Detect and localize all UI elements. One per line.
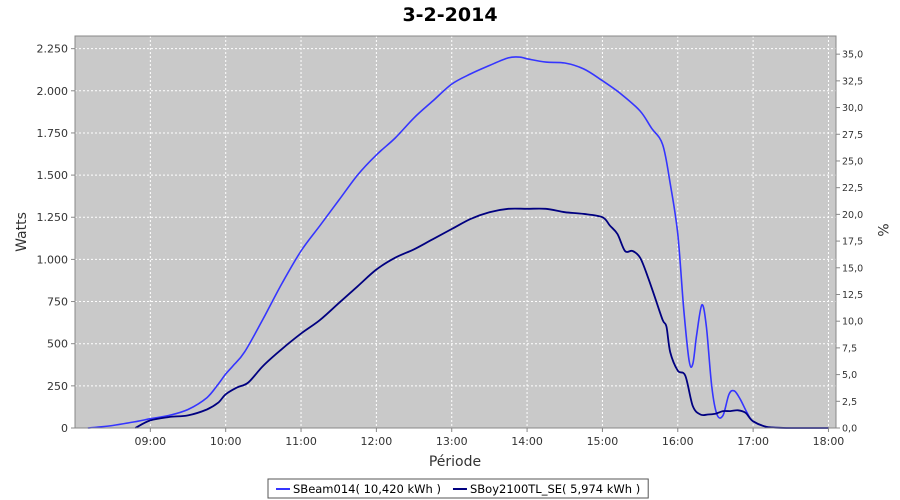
x-tick-label: 16:00: [662, 435, 694, 448]
x-tick-label: 13:00: [436, 435, 468, 448]
plot-area: [75, 36, 836, 428]
series-line-1: [87, 56, 829, 429]
x-tick-label: 12:00: [361, 435, 393, 448]
x-tick-label: 18:00: [813, 435, 845, 448]
plot-border: [74, 35, 837, 429]
y2-tick-label: 22,5: [842, 183, 863, 194]
y2-tick-label: 20,0: [842, 210, 863, 221]
y-tick-label: 250: [47, 380, 68, 393]
x-tick-label: 17:00: [737, 435, 769, 448]
x-tick-label: 15:00: [587, 435, 619, 448]
legend-label-1: SBeam014( 10,420 kWh ): [293, 482, 441, 496]
y-tick-label: 0: [61, 422, 68, 435]
y-tick-label: 1.000: [37, 253, 69, 266]
y-tick-label: 500: [47, 338, 68, 351]
y-tick-label: 1.750: [37, 127, 69, 140]
y2-tick-label: 32,5: [842, 76, 863, 87]
legend-label-2: SBoy2100TL_SE( 5,974 kWh ): [470, 482, 640, 496]
x-axis-label: Période: [429, 454, 481, 470]
y2-tick-label: 12,5: [842, 290, 863, 301]
y2-axis: 0,0 2,5 5,0 7,5 10,0 12,5 15,0 17,5 20,0 22,5 25,0…: [836, 50, 863, 435]
x-tick-label: 10:00: [210, 435, 242, 448]
x-axis: 09:00 10:00 11:00 12:00 13:00 14:00 15:00 16:00…: [134, 428, 844, 448]
y-tick-label: 1.250: [37, 211, 69, 224]
y2-tick-label: 17,5: [842, 237, 863, 248]
y-tick-label: 2.000: [37, 85, 69, 98]
series-layer: [87, 56, 829, 429]
series-line-2: [134, 207, 829, 429]
y2-tick-label: 7,5: [842, 343, 857, 354]
x-tick-label: 09:00: [134, 435, 166, 448]
y-tick-label: 2.250: [37, 43, 69, 56]
y2-tick-label: 35,0: [842, 50, 863, 61]
y2-tick-label: 10,0: [842, 317, 863, 328]
y2-tick-label: 0,0: [842, 424, 857, 435]
legend: SBeam014( 10,420 kWh ) SBoy2100TL_SE( 5,9…: [267, 478, 649, 499]
y2-tick-label: 25,0: [842, 156, 863, 167]
y-tick-label: 750: [47, 296, 68, 309]
y2-tick-label: 30,0: [842, 103, 863, 114]
y2-tick-label: 2,5: [842, 397, 857, 408]
x-tick-label: 14:00: [511, 435, 543, 448]
y-axis-label: Watts: [14, 212, 30, 252]
y-axis: 0 250 500 750 1.000 1.250 1.500 1.750 2.000 2.250: [37, 43, 75, 435]
y2-tick-label: 5,0: [842, 370, 857, 381]
y-tick-label: 1.500: [37, 169, 69, 182]
y2-axis-label: %: [874, 223, 890, 236]
y2-tick-label: 27,5: [842, 130, 863, 141]
x-tick-label: 11:00: [285, 435, 317, 448]
y2-tick-label: 15,0: [842, 263, 863, 274]
chart-title: 3-2-2014: [402, 4, 497, 26]
